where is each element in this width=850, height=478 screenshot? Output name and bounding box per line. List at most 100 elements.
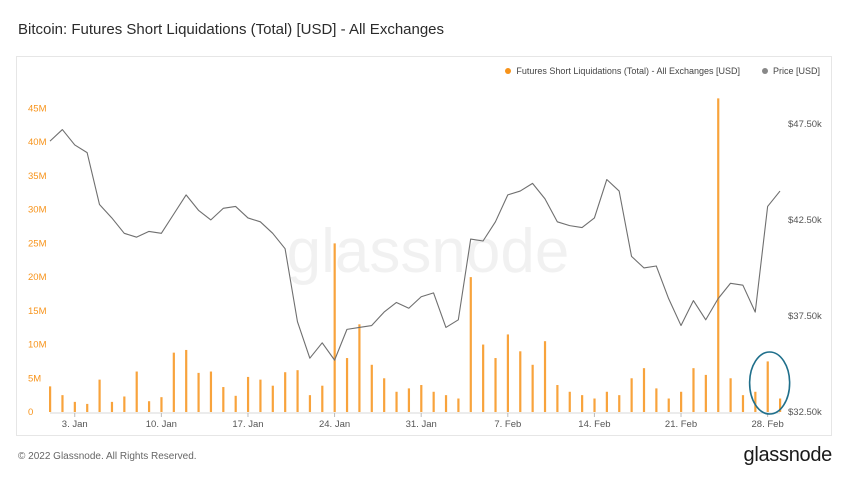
liquidation-bar [147,401,151,412]
x-tick-label: 3. Jan [62,419,88,430]
liquidation-bar [692,368,695,412]
x-tick-label: 28. Feb [752,419,784,430]
legend-item-liquidations[interactable]: Futures Short Liquidations (Total) - All… [505,66,740,76]
x-tick-label: 17. Jan [232,419,263,430]
y-left-tick-label: 30M [28,205,47,216]
liquidation-bar [185,349,188,412]
liquidation-bar [519,351,522,412]
liquidation-bar [457,398,460,412]
y-right-tick-label: $42.50k [788,215,822,226]
y-right-tick-label: $32.50k [788,407,822,418]
liquidation-bar [222,387,225,412]
highlight-ellipse [748,351,791,415]
y-axis-left: 0 5M 10M 15M 20M 25M 30M 35M 40M 45M [28,103,47,418]
liquidation-bar [506,334,509,412]
liquidation-bar [420,385,423,412]
chart-legend: Futures Short Liquidations (Total) - All… [505,66,820,76]
liquidation-bar [345,358,349,412]
liquidation-bar [407,388,411,412]
liquidation-bar [123,396,126,412]
liquidation-bar [741,395,745,412]
liquidation-bar [556,385,559,412]
y-left-tick-label: 25M [28,238,47,249]
liquidation-bar [494,358,497,412]
x-tick-label: 21. Feb [665,419,697,430]
legend-item-price[interactable]: Price [USD] [761,66,820,76]
y-left-tick-label: 40M [28,137,47,148]
liquidation-bar [49,386,52,412]
y-left-tick-label: 0 [28,407,33,418]
glassnode-logo[interactable]: glassnode [743,444,833,466]
liquidation-bar [135,371,138,412]
liquidation-bar [469,277,472,412]
liquidation-bar [680,391,683,412]
legend-dot-price [761,68,768,74]
liquidation-bar [667,398,670,412]
y-left-tick-label: 20M [28,272,47,283]
liquidation-bar [395,391,398,412]
liquidation-bar [73,401,76,412]
price-line [49,129,781,361]
liquidation-bar [704,374,707,412]
liquidation-bar [172,352,175,412]
y-left-tick-label: 5M [28,373,41,384]
chart-panel [16,56,832,436]
liquidation-bar [370,364,373,412]
liquidation-bar [655,388,658,412]
liquidation-bar [98,379,101,412]
y-left-tick-label: 35M [28,171,47,182]
liquidation-bar [209,371,213,412]
liquidation-bar [61,395,64,412]
liquidation-bar [259,379,262,412]
y-right-tick-label: $47.50k [788,119,822,130]
x-tick-label: 10. Jan [146,419,177,430]
x-tick-label: 14. Feb [578,419,610,430]
liquidation-bar [271,385,274,412]
legend-label-price: Price [USD] [772,66,820,76]
liquidation-bar [779,398,782,412]
x-tick-label: 31. Jan [406,419,437,430]
liquidation-bar [110,401,114,412]
liquidation-bar [581,395,584,412]
chart-title: Bitcoin: Futures Short Liquidations (Tot… [18,21,445,38]
liquidation-bars [49,98,782,413]
x-tick-label: 24. Jan [319,419,350,430]
liquidation-bar [86,403,89,412]
liquidation-bar [321,385,324,412]
liquidation-bar [717,98,720,413]
y-left-tick-label: 45M [28,103,47,114]
y-left-tick-label: 10M [28,340,47,351]
liquidation-bar [383,378,386,412]
liquidation-bar [246,376,250,412]
liquidation-bar [568,391,571,412]
legend-label-liquidations: Futures Short Liquidations (Total) - All… [516,66,740,76]
liquidation-bar [358,324,361,412]
liquidation-bar [531,364,534,412]
y-right-tick-label: $37.50k [788,311,822,322]
copyright-text: © 2022 Glassnode. All Rights Reserved. [18,451,197,462]
liquidation-bar [444,395,448,412]
liquidation-bar [630,378,633,412]
liquidation-bar [766,361,769,412]
liquidation-bar [160,397,163,412]
liquidation-bar [432,391,435,412]
liquidation-bar [605,391,608,412]
watermark: glassnode [287,217,570,286]
y-left-tick-label: 15M [28,306,47,317]
liquidation-bar [234,395,237,412]
liquidation-bar [543,341,547,412]
liquidation-bar [593,398,596,412]
price-line-group [49,129,781,361]
liquidation-bar [296,370,299,412]
legend-dot-liquidations [505,68,512,74]
liquidation-bar [642,368,646,412]
x-axis: 3. Jan 10. Jan 17. Jan 24. Jan 31. Jan 7. Feb… [50,412,784,430]
x-tick-label: 7. Feb [494,419,521,430]
liquidation-bar [754,391,757,412]
liquidation-bar [308,395,312,412]
y-axis-right: $32.50k $37.50k $42.50k $47.50k [788,119,822,418]
annotations [748,351,791,415]
liquidation-bar [333,243,336,412]
liquidation-bar [729,378,732,412]
